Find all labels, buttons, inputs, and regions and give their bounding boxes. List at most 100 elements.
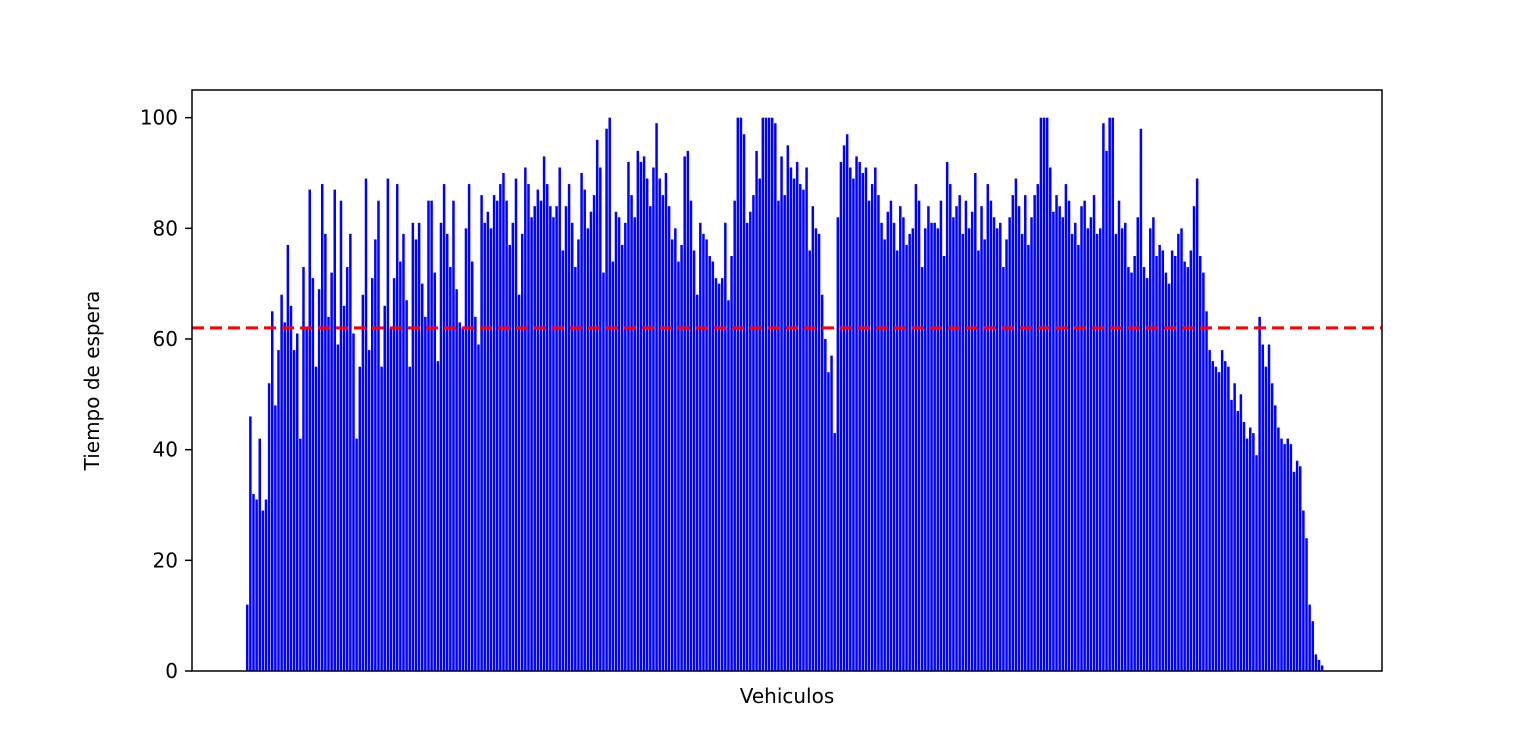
bar: [686, 150, 690, 671]
bar: [692, 250, 696, 671]
bar: [1139, 128, 1143, 672]
bar: [1064, 184, 1068, 671]
bar: [752, 195, 755, 671]
bar: [889, 200, 893, 672]
bar: [545, 184, 549, 671]
bar: [1145, 278, 1149, 671]
bar: [439, 222, 443, 672]
bar: [486, 211, 490, 672]
bar: [661, 195, 665, 671]
bar: [611, 261, 615, 671]
bar: [630, 195, 633, 671]
bar: [1152, 217, 1155, 671]
bar: [1289, 444, 1293, 671]
bar: [530, 217, 533, 671]
bar: [352, 333, 355, 671]
bar: [833, 433, 836, 671]
bar: [1039, 117, 1043, 672]
bar: [1227, 366, 1230, 671]
bar: [786, 145, 790, 671]
bar: [1280, 438, 1283, 671]
bar: [874, 167, 877, 671]
bar: [830, 355, 833, 671]
bar: [1061, 217, 1065, 671]
bar: [1267, 344, 1271, 671]
y-tick-label: 60: [153, 327, 178, 351]
bar: [1233, 383, 1236, 671]
bar: [939, 200, 943, 672]
bar: [427, 200, 430, 672]
bar: [1277, 427, 1280, 671]
bar: [1074, 222, 1077, 672]
bar: [1114, 233, 1118, 671]
bar: [730, 256, 733, 671]
bar: [1017, 206, 1021, 671]
bar: [817, 233, 821, 671]
bar: [1292, 471, 1296, 671]
bar: [711, 261, 715, 671]
bar: [789, 167, 793, 671]
bar: [952, 217, 955, 671]
bar: [1214, 366, 1218, 671]
bar: [495, 200, 499, 672]
bar: [1205, 311, 1208, 671]
bar: [564, 206, 568, 671]
bar: [389, 327, 393, 671]
bar: [1083, 200, 1086, 672]
bar: [805, 167, 808, 671]
bar: [414, 239, 418, 671]
bar: [1255, 455, 1258, 671]
bar: [1230, 399, 1233, 671]
bar: [317, 289, 321, 671]
bar: [524, 167, 527, 671]
bar: [674, 228, 677, 671]
bar: [255, 499, 258, 671]
bar: [1183, 261, 1186, 671]
bar: [458, 322, 461, 671]
bar: [339, 200, 343, 672]
bar: [455, 289, 458, 671]
bar: [967, 228, 971, 671]
bar: [908, 233, 911, 671]
bar: [608, 117, 611, 672]
bar: [977, 250, 980, 671]
bar: [724, 222, 727, 672]
bar: [461, 327, 465, 671]
bar: [264, 499, 268, 671]
bar: [361, 294, 365, 671]
bar: [1030, 217, 1033, 671]
bar: [1211, 361, 1215, 671]
bar: [942, 256, 946, 671]
bar: [1199, 256, 1202, 671]
bar: [1077, 244, 1080, 671]
bar: [1242, 422, 1246, 671]
bar: [1105, 150, 1108, 671]
bar: [811, 206, 815, 671]
bar: [633, 217, 636, 671]
bar: [527, 184, 530, 671]
bar: [917, 200, 921, 672]
bar: [1092, 195, 1096, 671]
bar: [958, 195, 961, 671]
bar: [567, 184, 571, 671]
bar: [645, 178, 649, 671]
bar: [286, 244, 290, 671]
bar: [261, 510, 265, 671]
bar: [1161, 250, 1165, 671]
bar: [795, 161, 799, 671]
bar: [1136, 217, 1140, 671]
bar: [1180, 228, 1183, 671]
bar: [330, 272, 333, 671]
bar: [858, 161, 861, 671]
bar: [717, 283, 721, 671]
bar: [1080, 206, 1083, 671]
bar: [1052, 211, 1055, 672]
bar: [520, 233, 524, 671]
bar: [367, 350, 371, 671]
bar: [861, 173, 865, 671]
bar: [327, 316, 330, 671]
bar: [480, 195, 483, 671]
bar: [508, 244, 511, 671]
bar: [477, 344, 480, 671]
bar: [999, 222, 1002, 672]
